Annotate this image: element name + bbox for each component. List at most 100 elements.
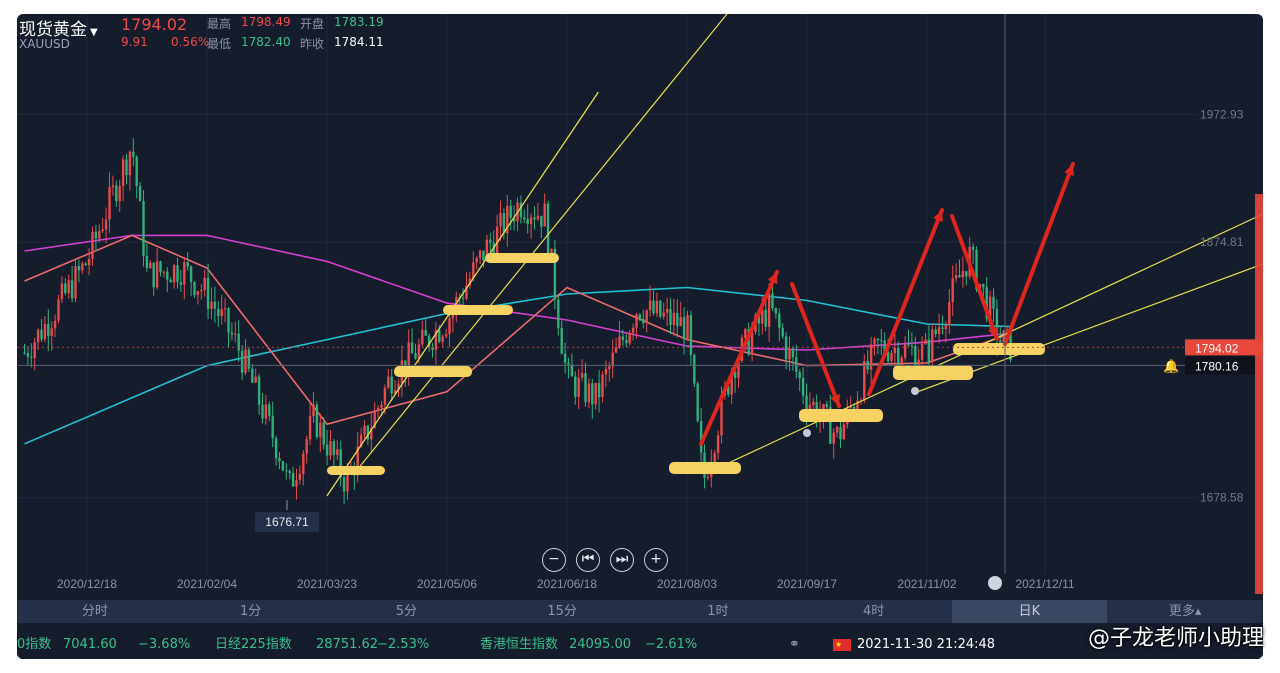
tab-timeframe-1h[interactable]: 1时 (707, 604, 729, 619)
candle (832, 432, 835, 444)
ticker-name[interactable]: 香港恒生指数 (480, 637, 559, 652)
candle (716, 435, 720, 453)
candle (373, 410, 376, 428)
tab-timeframe-15m[interactable]: 15分 (547, 604, 577, 619)
candle (903, 344, 907, 358)
candle (509, 205, 512, 218)
candle (438, 330, 441, 342)
candle (475, 257, 478, 263)
candle (230, 332, 234, 335)
candle (67, 280, 70, 294)
candle (512, 217, 516, 222)
candle (693, 354, 696, 384)
link-icon[interactable]: ⚭ (789, 637, 800, 652)
skip-back-button[interactable]: ⏮ (576, 548, 600, 572)
candle (291, 472, 295, 487)
candle (30, 356, 33, 359)
candle (907, 344, 910, 346)
skip-forward-button[interactable]: ⏭ (610, 548, 634, 572)
bell-icon: 🔔 (1163, 358, 1179, 374)
candle (98, 231, 101, 239)
candle (468, 278, 472, 286)
candle (954, 275, 958, 279)
candle (444, 334, 448, 337)
symbol-selector[interactable]: 现货黄金 ▼ (19, 15, 98, 40)
candle (665, 308, 669, 313)
tab-timeframe-tick[interactable]: 分时 (81, 604, 108, 619)
trend-line (916, 263, 1263, 393)
candle (40, 329, 43, 340)
tab-timeframe-1m[interactable]: 1分 (239, 604, 262, 619)
y-tick-label: 1678.58 (1200, 491, 1244, 505)
highlight-mark (669, 462, 741, 474)
candle (421, 330, 424, 345)
candle (771, 293, 774, 308)
candle (424, 330, 427, 336)
candle (560, 328, 563, 354)
candle (356, 446, 359, 476)
candle (825, 404, 829, 407)
candle (155, 261, 159, 288)
candle (597, 382, 601, 398)
candle (380, 404, 383, 408)
candle (302, 453, 305, 474)
ticker-name[interactable]: 0指数 (17, 637, 52, 652)
ticker-name[interactable]: 日经225指数 (215, 637, 292, 652)
candle (883, 340, 886, 353)
candle (261, 404, 264, 419)
arrow-line (790, 282, 841, 408)
candle (101, 229, 104, 232)
tab-timeframe-4h[interactable]: 4时 (862, 604, 885, 619)
zoom-controls: − ⏮ ⏭ + (542, 548, 668, 572)
candle (145, 255, 149, 269)
point-marker (911, 387, 919, 395)
candle (217, 308, 220, 317)
candle (495, 226, 499, 255)
price-change: 9.91 (121, 35, 148, 49)
candle (370, 427, 373, 440)
candle (159, 261, 162, 273)
price-change-pct: 0.56% (171, 35, 210, 49)
candle (645, 310, 648, 324)
candle (835, 427, 839, 433)
x-tick-label: 2021/06/18 (537, 577, 597, 591)
candle (920, 343, 924, 360)
x-tick-label: 2021/09/17 (777, 577, 837, 591)
candle (281, 461, 285, 471)
candle (924, 339, 927, 344)
caret-down-icon[interactable]: ▼ (90, 27, 98, 38)
candle (410, 342, 414, 354)
candle (805, 395, 808, 411)
candle (553, 248, 557, 300)
candle (43, 323, 47, 340)
zoom-out-button[interactable]: − (542, 548, 566, 572)
trend-line (721, 213, 1263, 467)
candle (580, 373, 584, 378)
candle (268, 404, 271, 416)
candle (189, 266, 193, 283)
arrowhead (830, 394, 840, 406)
symbol-name[interactable]: 现货黄金 (19, 20, 87, 40)
candle (761, 309, 764, 324)
candle (288, 470, 291, 473)
low-value: 1782.40 (241, 35, 291, 49)
candle (461, 297, 465, 299)
candle (876, 338, 880, 341)
zoom-in-button[interactable]: + (644, 548, 668, 572)
candle (659, 300, 662, 317)
candle (237, 333, 240, 351)
high-label: 最高 (207, 17, 232, 31)
candle (257, 376, 261, 405)
candle (788, 348, 791, 360)
candle (203, 277, 206, 291)
tab-timeframe-more[interactable]: 更多▴ (1168, 604, 1202, 619)
candle (448, 318, 451, 335)
tab-timeframe-daily[interactable]: 日K (951, 600, 1108, 623)
candle (784, 336, 788, 360)
kline-chart[interactable]: 1972.93 1874.81 1678.58 2020/12/18 2021/02/… (17, 14, 1263, 600)
candle (744, 329, 747, 338)
candle (696, 383, 699, 421)
ticker-value: 24095.00 (569, 637, 632, 652)
candle (638, 314, 642, 319)
tab-timeframe-5m[interactable]: 5分 (395, 604, 418, 619)
